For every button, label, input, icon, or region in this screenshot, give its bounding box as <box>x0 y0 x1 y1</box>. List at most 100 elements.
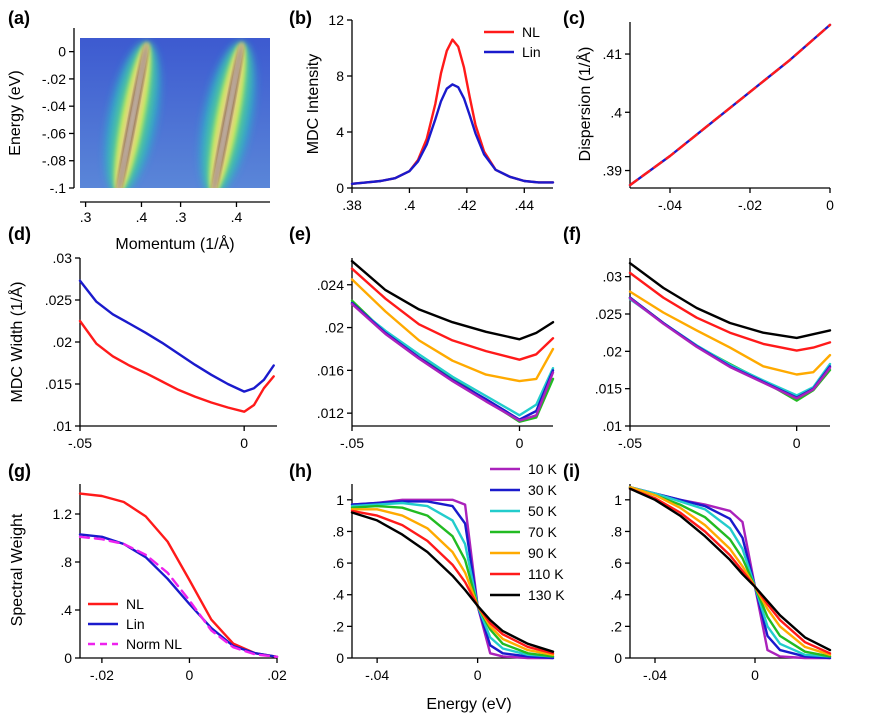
legend-label-50-k: 50 K <box>528 503 557 519</box>
panel-g-ytick-label: .8 <box>60 554 72 570</box>
panel-i-series-70-k <box>628 486 832 658</box>
panel-f-ytick-label: .015 <box>595 381 622 397</box>
panel-d-series-lin <box>78 279 275 393</box>
panel-g-ytick-label: 1.2 <box>53 506 73 522</box>
panel-i-ytick-label: .8 <box>610 523 622 539</box>
panel-f-ytick-label: .03 <box>603 269 623 285</box>
heatmap-label-lin: Lin <box>179 20 208 41</box>
panel-d-ytick-label: .03 <box>53 250 73 266</box>
panel-c-ylabel: Dispersion (1/Å) <box>575 47 594 162</box>
panel-h-series-30-k <box>350 500 555 660</box>
legend-label-130-k: 130 K <box>528 587 565 603</box>
panel-i: 0 .2 .4 .6 .8 1 -.04 0 (i) <box>563 461 832 683</box>
panel-d: .01 .015 .02 .025 .03 -.05 0 (d) MDC Width (1/Å) <box>7 224 277 451</box>
panel-a-ytick-label: 0 <box>58 44 66 60</box>
panel-i-ytick-label: .4 <box>610 587 622 603</box>
panel-g-series-norm-nl <box>78 535 279 658</box>
panel-h-ytick-label: .2 <box>332 618 344 634</box>
panel-h-series-50-k <box>350 501 555 658</box>
legend-g: NL Lin Norm NL <box>88 596 182 652</box>
panel-f-ytick-label: .02 <box>603 343 623 359</box>
panel-h-ytick-label: 1 <box>336 492 344 508</box>
panel-g-series-nl <box>78 492 279 658</box>
panel-i-ytick-label: .6 <box>610 555 622 571</box>
panel-f-xtick-label: 0 <box>793 435 801 451</box>
panel-e-ytick-label: .02 <box>325 320 345 336</box>
shared-xlabel-energy: Energy (eV) <box>426 696 511 713</box>
panel-d-xtick-label: 0 <box>240 435 248 451</box>
panel-i-series-130-k <box>628 487 832 652</box>
legend-b: NL Lin <box>484 24 541 60</box>
panel-b-ytick-label: 12 <box>328 12 344 28</box>
panel-a-xtick-label: .3 <box>80 209 92 225</box>
panel-e-label: (e) <box>289 224 311 244</box>
panel-b-ylabel: MDC Intensity <box>305 54 322 154</box>
panel-d-ylabel: MDC Width (1/Å) <box>7 282 26 403</box>
panel-e-xtick-label: 0 <box>516 435 524 451</box>
panel-d-xtick-label: -.05 <box>68 435 92 451</box>
panel-f-series-130-k <box>628 262 832 340</box>
panel-d-ytick-label: .01 <box>53 418 73 434</box>
panel-e-series-110-k <box>350 267 555 361</box>
panel-h-series-90-k <box>350 508 555 656</box>
panel-c-ytick-label: .39 <box>603 163 623 179</box>
panel-h: 0 .2 .4 .6 .8 1 -.04 0 (h) <box>289 461 555 683</box>
panel-h-series-70-k <box>350 504 555 658</box>
legend-label-norm-nl: Norm NL <box>126 636 182 652</box>
panel-d-label: (d) <box>8 224 31 244</box>
panel-h-ytick-label: 0 <box>336 650 344 666</box>
panel-e-series-130-k <box>350 260 555 341</box>
plots-layer: .3 .4 .3 .4 0 -.02 -.04 -.06 -.08 -.1 (a) Energy (e… <box>7 8 834 683</box>
panel-i-ytick-label: 1 <box>614 492 622 508</box>
shared-xlabel-momentum: Momentum (1/Å) <box>115 234 234 253</box>
panel-a-label: (a) <box>8 8 30 28</box>
heatmap-lin: Lin <box>175 20 270 188</box>
legend-label-110-k: 110 K <box>528 566 564 582</box>
panel-h-ytick-label: .8 <box>332 523 344 539</box>
heatmap-nl: NL <box>80 20 175 188</box>
legend-temperature: 10 K 30 K 50 K 70 K 90 K 110 K 130 K <box>490 461 565 603</box>
panel-c-series-nl <box>628 23 832 187</box>
panel-h-series-110-k <box>350 509 555 655</box>
panel-g-xtick-label: .02 <box>267 667 287 683</box>
panel-b-ytick-label: 8 <box>336 68 344 84</box>
panel-c: .39 .4 .41 -.04 -.02 0 (c) Dispersion (1/Å) <box>563 8 834 213</box>
panel-g-xtick-label: 0 <box>186 667 194 683</box>
panel-c-ytick-label: .41 <box>603 46 623 62</box>
panel-a-xtick-label: .4 <box>231 209 243 225</box>
panel-e-series-10-k <box>350 302 555 422</box>
panel-f-ytick-label: .025 <box>595 306 622 322</box>
panel-g-label: (g) <box>8 461 31 481</box>
panel-d-series-nl <box>78 319 275 413</box>
panel-g-ylabel: Spectral Weight <box>9 513 26 626</box>
panel-b-ytick-label: 0 <box>336 180 344 196</box>
panel-h-xtick-label: 0 <box>474 667 482 683</box>
panel-e-ytick-label: .016 <box>317 362 344 378</box>
panel-c-ytick-label: .4 <box>610 104 622 120</box>
panel-f-ytick-label: .01 <box>603 418 623 434</box>
panel-c-series-lin <box>628 23 832 187</box>
panel-f-label: (f) <box>563 224 581 244</box>
panel-a: .3 .4 .3 .4 0 -.02 -.04 -.06 -.08 -.1 (a) Energy (e… <box>7 8 270 225</box>
panel-b-series-lin <box>350 83 555 186</box>
legend-label-lin: Lin <box>126 616 145 632</box>
panel-d-ytick-label: .015 <box>45 376 72 392</box>
heatmap-layer: NL Lin <box>80 20 270 188</box>
panel-c-xtick-label: -.04 <box>658 197 682 213</box>
heatmap-band-layer <box>212 43 243 188</box>
panel-i-series-110-k <box>628 487 832 655</box>
panel-b-xtick-label: .4 <box>404 197 416 213</box>
panel-a-ytick-label: -.06 <box>42 125 66 141</box>
panel-b-series-nl <box>350 38 555 186</box>
panel-b-label: (b) <box>289 8 312 28</box>
panel-b-ytick-label: 4 <box>336 124 344 140</box>
heatmap-label-nl: NL <box>84 20 110 41</box>
panel-a-xtick-label: .3 <box>175 209 187 225</box>
panel-h-ytick-label: .4 <box>332 587 344 603</box>
panel-f-series-90-k <box>628 290 832 376</box>
panel-f-series-10-k <box>628 297 832 400</box>
panel-b: 0 4 8 12 .38 .4 .42 .44 (b) MDC Intensity <box>289 8 555 213</box>
panel-a-ytick-label: -.1 <box>50 180 67 196</box>
panel-e-ytick-label: .012 <box>317 405 344 421</box>
panel-a-ytick-label: -.02 <box>42 71 66 87</box>
